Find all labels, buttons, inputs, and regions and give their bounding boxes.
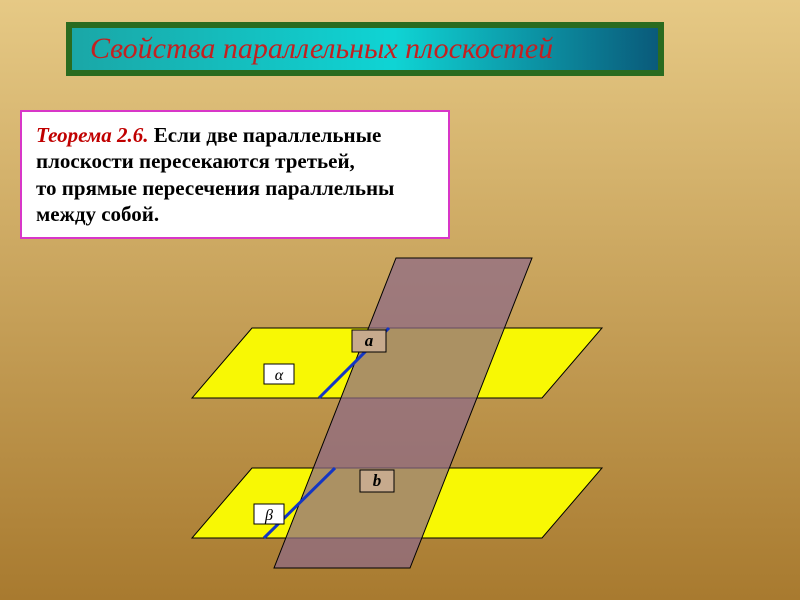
slide-canvas: Свойства параллельных плоскостей Теорема…: [0, 0, 800, 600]
line-a-label: a: [352, 330, 386, 352]
geometry-diagram: α β a b: [172, 248, 712, 578]
theorem-box: Теорема 2.6. Если две параллельныеплоско…: [20, 110, 450, 239]
plane-alpha-label: α: [264, 364, 294, 384]
line-b-label: b: [360, 470, 394, 492]
plane-beta-label: β: [254, 504, 284, 524]
svg-text:β: β: [264, 507, 273, 524]
theorem-label: Теорема 2.6.: [36, 123, 149, 147]
svg-text:α: α: [275, 367, 284, 384]
svg-text:a: a: [365, 331, 374, 350]
title-box: Свойства параллельных плоскостей: [66, 22, 664, 76]
title-text: Свойства параллельных плоскостей: [90, 32, 553, 66]
svg-text:b: b: [373, 471, 382, 490]
